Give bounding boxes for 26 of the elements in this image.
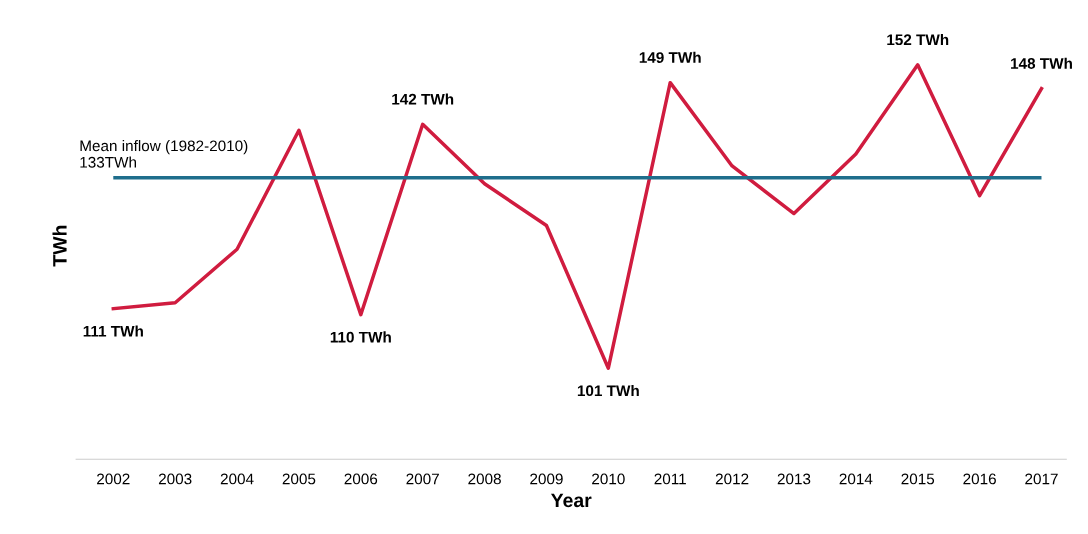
- x-tick-label: 2014: [839, 473, 873, 485]
- data-label: 152 TWh: [887, 33, 949, 46]
- data-label: 149 TWh: [639, 51, 701, 63]
- x-axis-title: Year: [550, 493, 592, 508]
- x-tick-label: 2002: [97, 473, 130, 485]
- x-tick-label: 2017: [1025, 473, 1058, 485]
- x-tick-label: 2006: [344, 473, 378, 485]
- x-tick-label: 2005: [282, 473, 316, 485]
- data-label: 148 TWh: [1011, 57, 1072, 69]
- x-tick-label: 2004: [220, 473, 254, 485]
- y-axis-title: TWh: [52, 225, 67, 267]
- x-tick-label: 2016: [963, 473, 996, 485]
- x-tick-label: 2015: [901, 473, 935, 485]
- x-tick-label: 2012: [715, 473, 749, 485]
- data-label: 111 TWh: [83, 325, 143, 337]
- x-tick-label: 2003: [158, 473, 192, 485]
- data-label: 101 TWh: [577, 384, 639, 397]
- ref-line-label: Mean inflow (1982-2010) 133TWh: [80, 140, 248, 168]
- x-tick-label: 2009: [530, 473, 563, 485]
- data-label: 142 TWh: [392, 93, 454, 105]
- x-tick-label: 2007: [406, 473, 439, 485]
- x-tick-label: 2008: [468, 473, 501, 485]
- x-tick-label: 2011: [654, 473, 686, 485]
- data-label: 110 TWh: [330, 331, 391, 343]
- x-tick-label: 2013: [777, 473, 811, 485]
- x-tick-label: 2010: [592, 473, 625, 485]
